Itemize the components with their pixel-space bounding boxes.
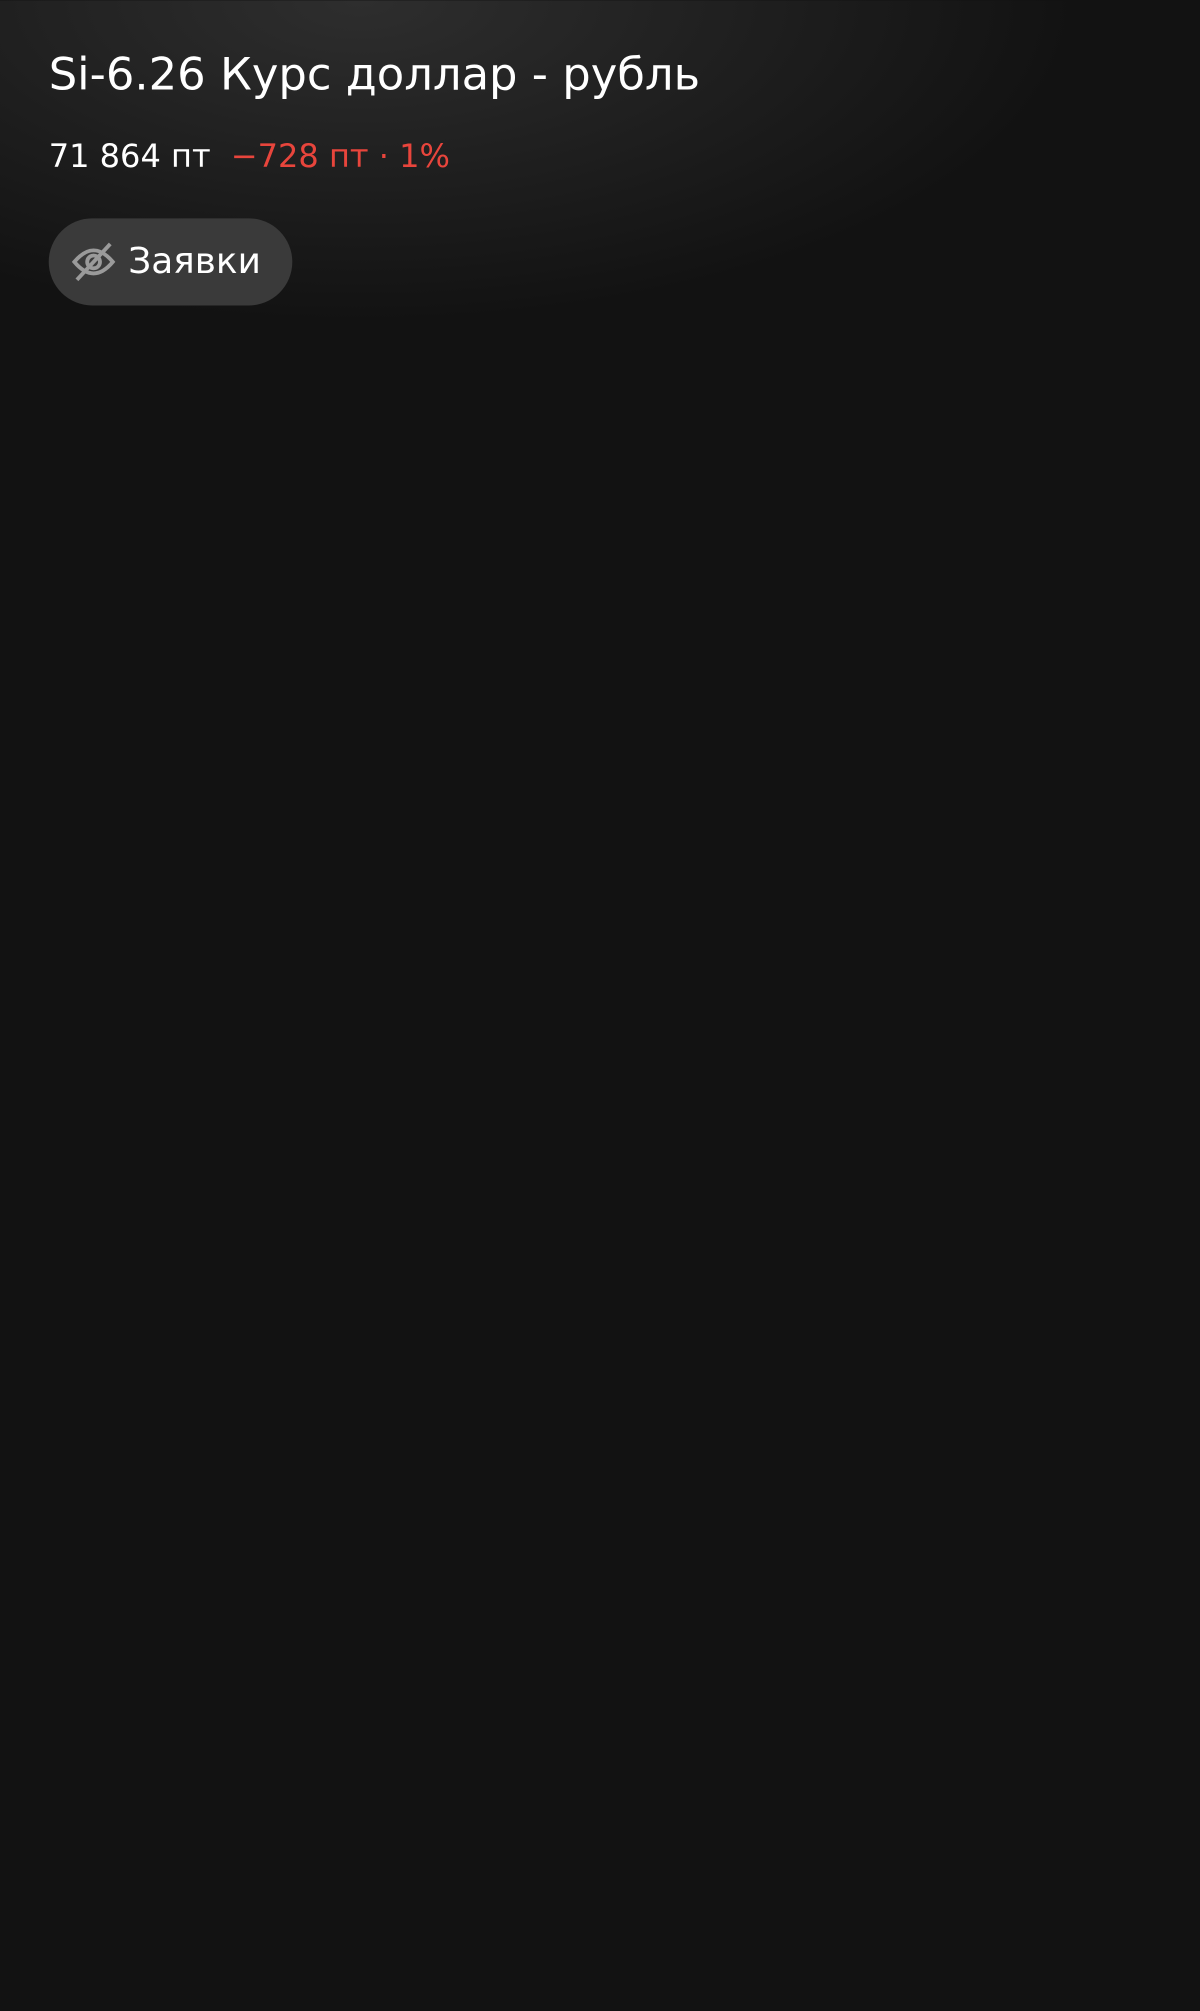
orders-button[interactable]: Заявки: [48, 218, 293, 306]
last-price: 71 864 пт: [49, 137, 211, 175]
eye-off-icon: [71, 242, 116, 282]
instrument-title: Si-6.26 Курс доллар - рубль: [49, 47, 700, 100]
button-bg: [48, 218, 293, 306]
price-change: −728 пт · 1%: [231, 137, 450, 175]
button-label[interactable]: Заявки: [128, 241, 261, 282]
